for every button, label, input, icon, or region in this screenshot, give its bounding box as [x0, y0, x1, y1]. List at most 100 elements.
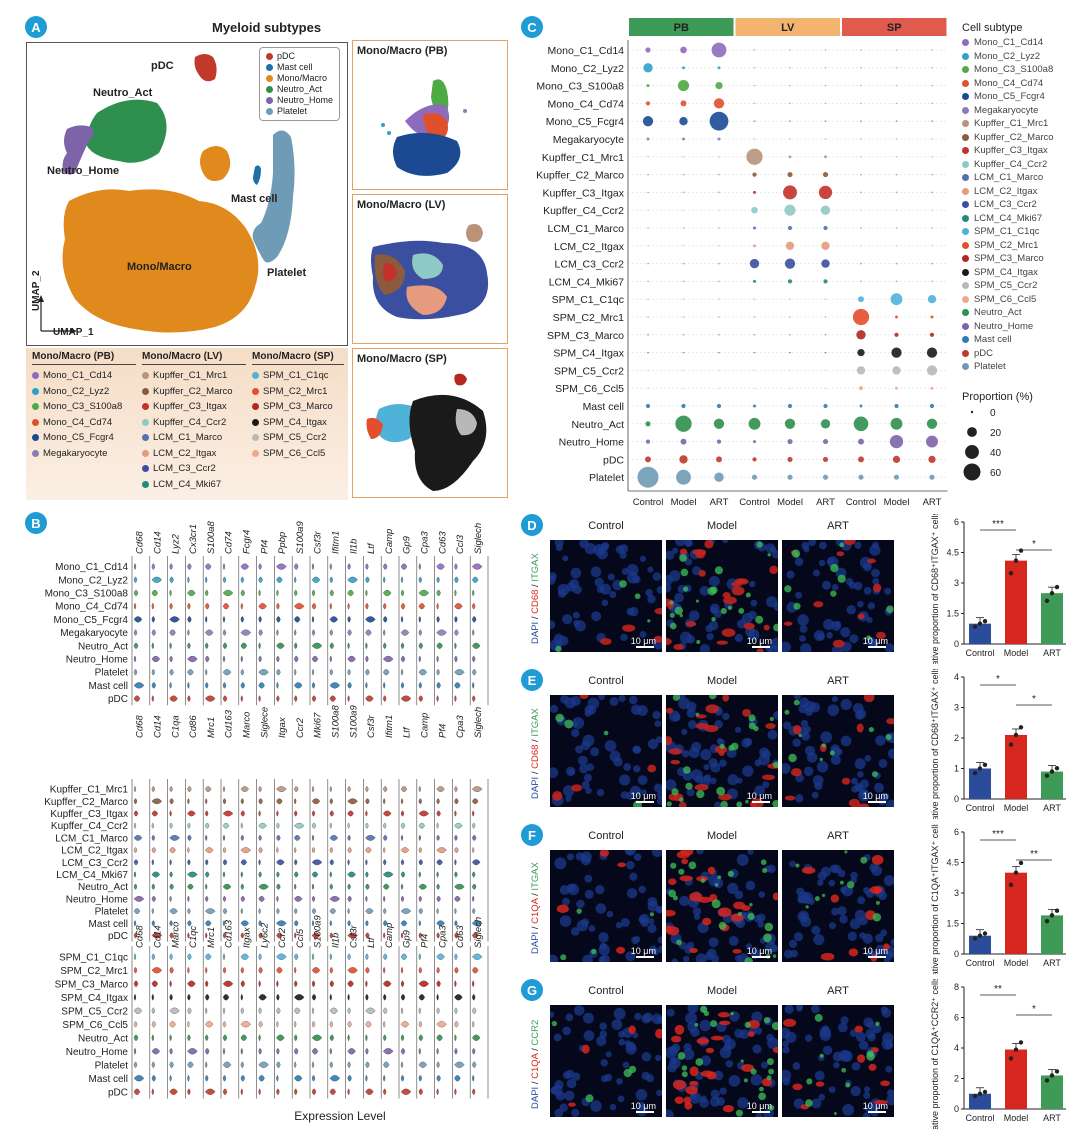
stain-part: ITGAX: [530, 708, 541, 737]
scale-bar-label: 10 μm: [862, 636, 888, 646]
violin-shape: [454, 835, 458, 841]
dotplot-dot: [681, 403, 686, 409]
violin-shape: [169, 1021, 176, 1028]
violin-shape: [169, 967, 174, 974]
scale-bar-label: 10 μm: [862, 791, 888, 801]
violin-row-label: Mast cell: [89, 919, 128, 930]
bar-y-tick: 4.5: [946, 548, 959, 558]
violin-shape: [400, 682, 405, 689]
scale-bar: [752, 1111, 770, 1113]
violin-shape: [400, 642, 405, 649]
stain-part: ITGAX: [530, 553, 541, 582]
dotplot-dot: [892, 366, 901, 375]
cell-subtype-label: LCM_C4_Mki67: [974, 212, 1043, 224]
violin-shape: [240, 847, 252, 853]
cell-subtype-label: Mono_C4_Cd74: [974, 77, 1044, 89]
violin-shape: [294, 642, 298, 649]
violin-shape: [151, 642, 154, 649]
violin-shape: [222, 1034, 228, 1041]
violin-shape: [187, 603, 191, 610]
violin-shape: [151, 669, 155, 676]
violin-shape: [454, 629, 459, 636]
dotplot-dot: [647, 351, 649, 354]
violin-shape: [151, 920, 155, 927]
dotplot-dot: [893, 474, 900, 480]
violin-shape: [187, 871, 198, 878]
violin-shape: [205, 1048, 210, 1055]
violin-shape: [276, 669, 281, 676]
violin-shape: [205, 669, 208, 676]
violin-shape: [169, 1048, 173, 1055]
violin-shape: [400, 669, 404, 676]
violin-row-label: Mast cell: [89, 681, 128, 692]
violin-shape: [311, 642, 323, 649]
violin-shape: [418, 953, 421, 960]
dotplot-row-label: Mono_C2_Lyz2: [551, 63, 624, 75]
violin-shape: [205, 835, 208, 841]
dotplot-dot: [682, 244, 685, 247]
violin-shape: [240, 1048, 243, 1055]
violin-shape: [151, 967, 162, 974]
violin-shape: [151, 629, 156, 636]
violin-shape: [418, 883, 427, 890]
cell-subtype-item: Mono_C5_Fcgr4: [962, 90, 1054, 104]
subtype-label: SPM_C3_Marco: [263, 401, 333, 413]
subtype-item: LCM_C3_Ccr2: [142, 461, 246, 477]
dotplot-dot: [931, 227, 933, 229]
dotplot-dot: [860, 280, 862, 283]
panel-c: PB LV SP Mono_C1_Cd14 Mono_C2_Lyz2 Mono_C3_S1…: [520, 12, 960, 512]
micrograph-model: 10 μm: [666, 1005, 778, 1117]
bar: [1041, 915, 1063, 954]
dotplot-dot: [645, 101, 651, 106]
dotplot-x-label: Model: [671, 497, 697, 508]
bar-y-tick: 4: [954, 1043, 959, 1053]
violin-shape: [347, 1075, 352, 1082]
scale-bar: [636, 956, 654, 958]
dotplot-dot: [682, 209, 685, 212]
dotplot-dot: [784, 418, 796, 429]
stain-part: DAPI: [530, 931, 541, 954]
dotplot-dot: [715, 81, 723, 90]
subtype-dot: [32, 387, 39, 395]
violin-shape: [329, 1061, 333, 1068]
stain-part: /: [530, 890, 541, 899]
violin-shape: [472, 847, 475, 853]
violin-shape: [151, 695, 154, 702]
violin-shape: [133, 629, 138, 636]
violin-shape: [151, 883, 155, 890]
bar-x-label: Model: [1004, 958, 1029, 968]
dotplot-dot: [682, 298, 685, 301]
violin-shape: [169, 1034, 172, 1041]
dotplot-dot: [783, 185, 797, 200]
micro-col-label: Model: [707, 830, 737, 842]
violin-shape: [383, 1048, 394, 1055]
significance-label: *: [1032, 1004, 1036, 1015]
violin-shape: [240, 1007, 244, 1014]
violin-shape: [294, 603, 305, 610]
dotplot-dot: [682, 387, 685, 390]
violin-shape: [294, 563, 299, 570]
subtype-label: Kupffer_C1_Mrc1: [153, 370, 228, 382]
dotplot-dot: [787, 474, 793, 480]
violin-shape: [472, 655, 476, 663]
violin-shape: [258, 1088, 261, 1095]
violin-shape: [187, 953, 192, 960]
bar-chart-d: 0 1.5 3 4.5 6 Relative proportion of CD68⁺ITG…: [900, 487, 1070, 679]
subtype-item: LCM_C4_Mki67: [142, 477, 246, 493]
dotplot-dot: [926, 435, 938, 448]
dotplot-dot: [753, 102, 756, 105]
bar-y-tick: 6: [954, 517, 959, 527]
scale-bar: [636, 646, 654, 648]
dotplot-dot: [824, 138, 827, 140]
violin-shape: [329, 695, 336, 702]
dotplot-dot: [824, 155, 827, 159]
violin-shape: [472, 1021, 475, 1028]
gene-label: S100a9: [348, 705, 359, 738]
dotplot-dot: [895, 49, 898, 51]
dotplot-dot: [637, 466, 659, 488]
violin-shape: [472, 1061, 477, 1068]
violin-shape: [258, 1021, 263, 1028]
violin-shape: [347, 616, 351, 623]
violin-shape: [240, 871, 243, 878]
subtype-item: SPM_C6_Ccl5: [252, 446, 344, 462]
